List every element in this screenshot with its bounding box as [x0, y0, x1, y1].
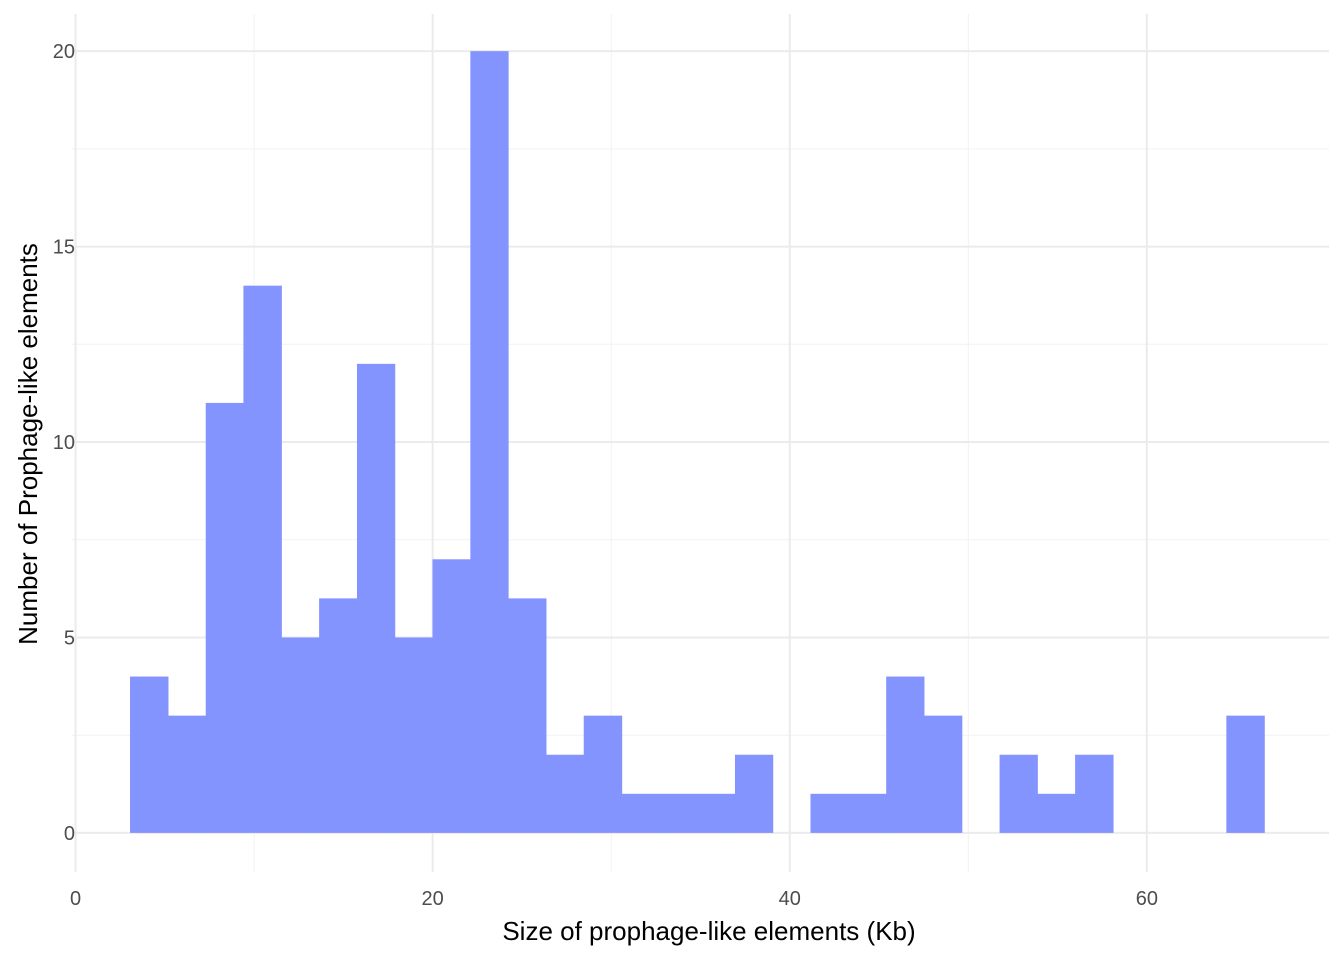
histogram-bars: [130, 51, 1265, 833]
histogram-bar-20: [886, 676, 925, 833]
y-tick-label-0: 0: [64, 823, 75, 845]
y-tick-label-3: 15: [53, 237, 75, 259]
histogram-bar-1: [167, 715, 207, 833]
histogram-bar-24: [1037, 793, 1076, 833]
histogram-bar-23: [999, 754, 1038, 833]
y-tick-label-1: 5: [64, 627, 75, 649]
x-axis-title: Size of prophage-like elements (Kb): [502, 916, 915, 946]
x-tick-label-0: 0: [70, 888, 81, 910]
histogram-bar-2: [205, 402, 245, 833]
histogram-bar-18: [810, 793, 849, 833]
histogram-bar-14: [659, 793, 698, 833]
histogram-bar-11: [545, 754, 585, 833]
x-tick-label-1: 20: [422, 888, 444, 910]
y-axis-ticks: 0 5 10 15 20: [53, 41, 75, 845]
y-axis-title: Number of Prophage-like elements: [13, 243, 43, 645]
histogram-bar-8: [432, 559, 471, 833]
x-tick-label-3: 60: [1136, 888, 1158, 910]
histogram-bar-29: [1226, 715, 1265, 833]
histogram-bar-10: [508, 598, 547, 833]
histogram-bar-13: [621, 793, 660, 833]
histogram-bar-5: [319, 598, 358, 833]
histogram-bar-12: [583, 715, 623, 833]
y-tick-label-4: 20: [53, 41, 75, 63]
histogram-bar-25: [1075, 754, 1114, 833]
histogram-bar-21: [923, 715, 963, 833]
histogram-bar-4: [281, 637, 320, 833]
histogram-bar-19: [848, 793, 887, 833]
histogram-bar-9: [470, 51, 509, 833]
histogram-bar-6: [356, 363, 396, 833]
x-axis-ticks: 0 20 40 60: [70, 888, 1158, 910]
x-tick-label-2: 40: [779, 888, 801, 910]
histogram-bar-7: [394, 637, 434, 833]
histogram-bar-0: [130, 676, 169, 833]
histogram-bar-16: [734, 754, 774, 833]
y-tick-label-2: 10: [53, 432, 75, 454]
histogram-bar-15: [697, 793, 736, 833]
histogram-bar-3: [243, 285, 282, 833]
